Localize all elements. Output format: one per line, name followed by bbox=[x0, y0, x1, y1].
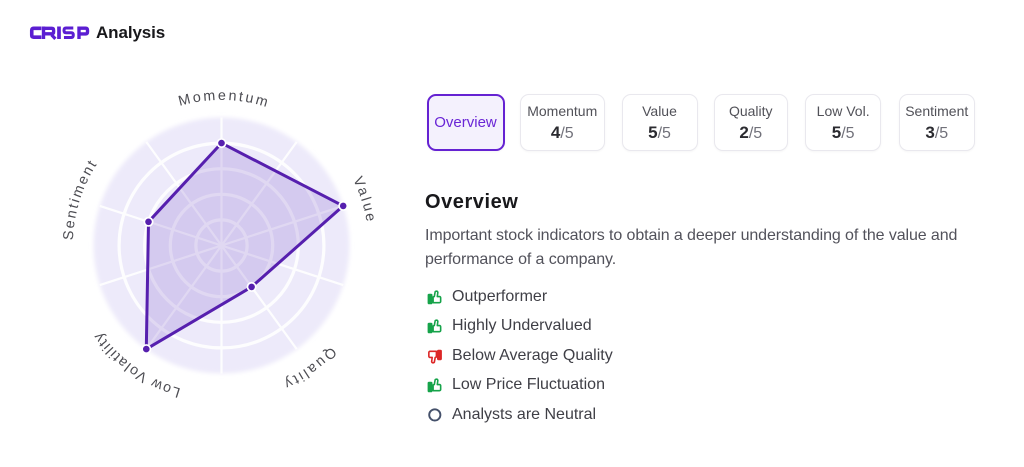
svg-text:Momentum: Momentum bbox=[177, 88, 272, 112]
svg-text:Value: Value bbox=[349, 174, 379, 225]
